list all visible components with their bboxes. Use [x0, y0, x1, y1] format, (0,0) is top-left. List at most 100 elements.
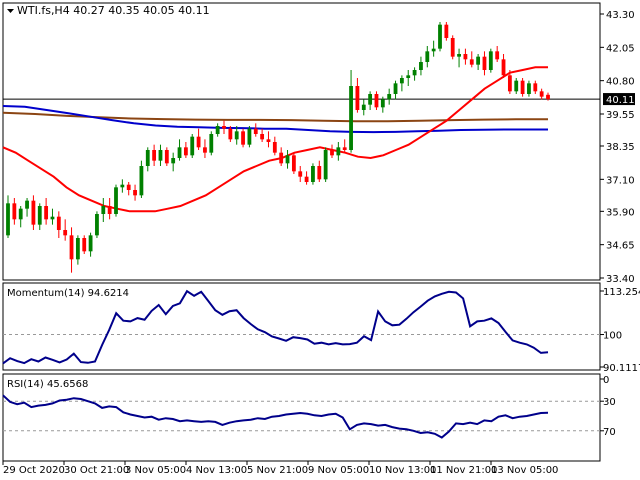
- time-tick-label: 9 Nov 05:00: [308, 465, 369, 476]
- candle-body: [488, 51, 493, 70]
- candle-body: [349, 86, 353, 150]
- momentum-title: Momentum(14) 94.6214: [7, 288, 129, 299]
- candle-body: [463, 54, 468, 60]
- candle-body: [260, 134, 265, 140]
- candle-body: [533, 83, 538, 92]
- candle-body: [450, 38, 455, 57]
- price-tick-label: 43.30: [606, 10, 635, 21]
- candle-body: [520, 80, 525, 94]
- price-tick-label: 33.40: [606, 274, 635, 285]
- candle-body: [209, 134, 214, 153]
- candle-body: [539, 91, 544, 97]
- rsi-axis: 70 30 0: [3, 375, 616, 438]
- rsi-pane: 70 30 0 RSI(14) 45.6568: [2, 373, 616, 462]
- osc-tick-label: 100: [603, 331, 622, 342]
- chart-title: WTI.fs,H4 40.27 40.35 40.05 40.11: [7, 4, 210, 17]
- candle-body: [50, 216, 55, 220]
- price-tick-label: 35.90: [606, 207, 635, 218]
- candle-body: [368, 94, 373, 105]
- rsi-title: RSI(14) 45.6568: [7, 379, 88, 390]
- chart-title-text: WTI.fs,H4 40.27 40.35 40.05 40.11: [17, 4, 210, 17]
- candle-body: [133, 190, 137, 196]
- osc-series: [2, 289, 549, 365]
- candle-body: [31, 200, 36, 225]
- time-tick-label: 29 Oct 2020: [3, 465, 65, 476]
- candle-body: [279, 152, 284, 164]
- candle-body: [291, 155, 296, 172]
- osc-tick-label: 0: [603, 375, 609, 386]
- price-tick-label: 37.10: [606, 175, 635, 186]
- momentum-line: [2, 289, 549, 365]
- candle-body: [215, 126, 220, 134]
- candle-body: [285, 155, 290, 164]
- candle-body: [311, 166, 315, 182]
- momentum-axis: 113.2541 100 90.1117: [3, 287, 640, 374]
- time-axis: 29 Oct 2020 30 Oct 21:003 Nov 05:00 4 Nov …: [2, 461, 558, 476]
- candle-body: [183, 147, 188, 156]
- candle-body: [222, 126, 226, 129]
- osc-tick-label: 70: [603, 427, 616, 438]
- candle-body: [164, 150, 169, 164]
- candle-body: [355, 86, 360, 110]
- candle-body: [120, 184, 125, 188]
- candle-body: [438, 24, 442, 49]
- candle-body: [101, 206, 106, 214]
- candle-body: [272, 142, 277, 153]
- candle-body: [380, 99, 385, 108]
- candle-body: [546, 94, 550, 100]
- current-price-label: 40.11: [606, 95, 635, 106]
- candle-body: [476, 56, 481, 65]
- candle-body: [457, 54, 461, 57]
- candle-body: [171, 158, 176, 164]
- price-tick-label: 42.05: [606, 43, 635, 54]
- candle-body: [177, 147, 182, 158]
- candle-body: [469, 59, 474, 65]
- candle-body: [37, 206, 42, 225]
- candle-body: [361, 104, 366, 110]
- candle-body: [330, 150, 334, 156]
- time-tick-label: 4 Nov 13:00: [186, 465, 247, 476]
- candle-body: [412, 70, 417, 76]
- candle-body: [190, 136, 195, 156]
- candle-body: [56, 216, 61, 230]
- ma100-line: [2, 105, 548, 134]
- candle-body: [387, 94, 392, 100]
- price-tick-label: 39.55: [606, 110, 635, 121]
- ma20-series: [2, 66, 548, 213]
- time-tick-label: 5 Nov 21:00: [247, 465, 308, 476]
- candle-body: [501, 59, 506, 76]
- candle-body: [406, 75, 411, 78]
- time-tick-label: 10 Nov 13:00: [369, 465, 436, 476]
- candle-body: [139, 166, 144, 196]
- candle-body: [107, 206, 112, 214]
- candle-body: [6, 203, 10, 236]
- candle-body: [419, 62, 423, 70]
- price-pane: 43.30 42.05 40.80 39.55 38.35 37.10 35.90 34.65…: [2, 2, 635, 285]
- candle-body: [145, 150, 150, 166]
- candle-body: [88, 235, 93, 252]
- candle-body: [336, 147, 341, 156]
- ma100-series: [2, 105, 548, 134]
- osc-tick-label: 30: [603, 397, 616, 408]
- time-tick-label: 13 Nov 05:00: [491, 465, 558, 476]
- candle-body: [75, 238, 80, 260]
- candle-body: [25, 200, 29, 209]
- candle-body: [114, 187, 118, 214]
- candle-body: [342, 147, 347, 150]
- osc-series: [2, 394, 549, 439]
- candle-body: [95, 214, 99, 236]
- rsi-line: [2, 394, 549, 439]
- candle-body: [241, 131, 245, 145]
- price-axis: 43.30 42.05 40.80 39.55 38.35 37.10 35.90 34.65…: [600, 10, 635, 285]
- candle-body: [203, 147, 207, 153]
- dropdown-arrow-icon[interactable]: [7, 9, 14, 13]
- time-tick-label: 30 Oct 21:00: [64, 465, 129, 476]
- candle-body: [527, 83, 531, 94]
- candle-body: [495, 51, 500, 60]
- candle-body: [374, 94, 379, 108]
- candles: [6, 22, 550, 273]
- candle-body: [431, 48, 436, 52]
- candle-body: [196, 136, 201, 148]
- candle-body: [266, 139, 271, 142]
